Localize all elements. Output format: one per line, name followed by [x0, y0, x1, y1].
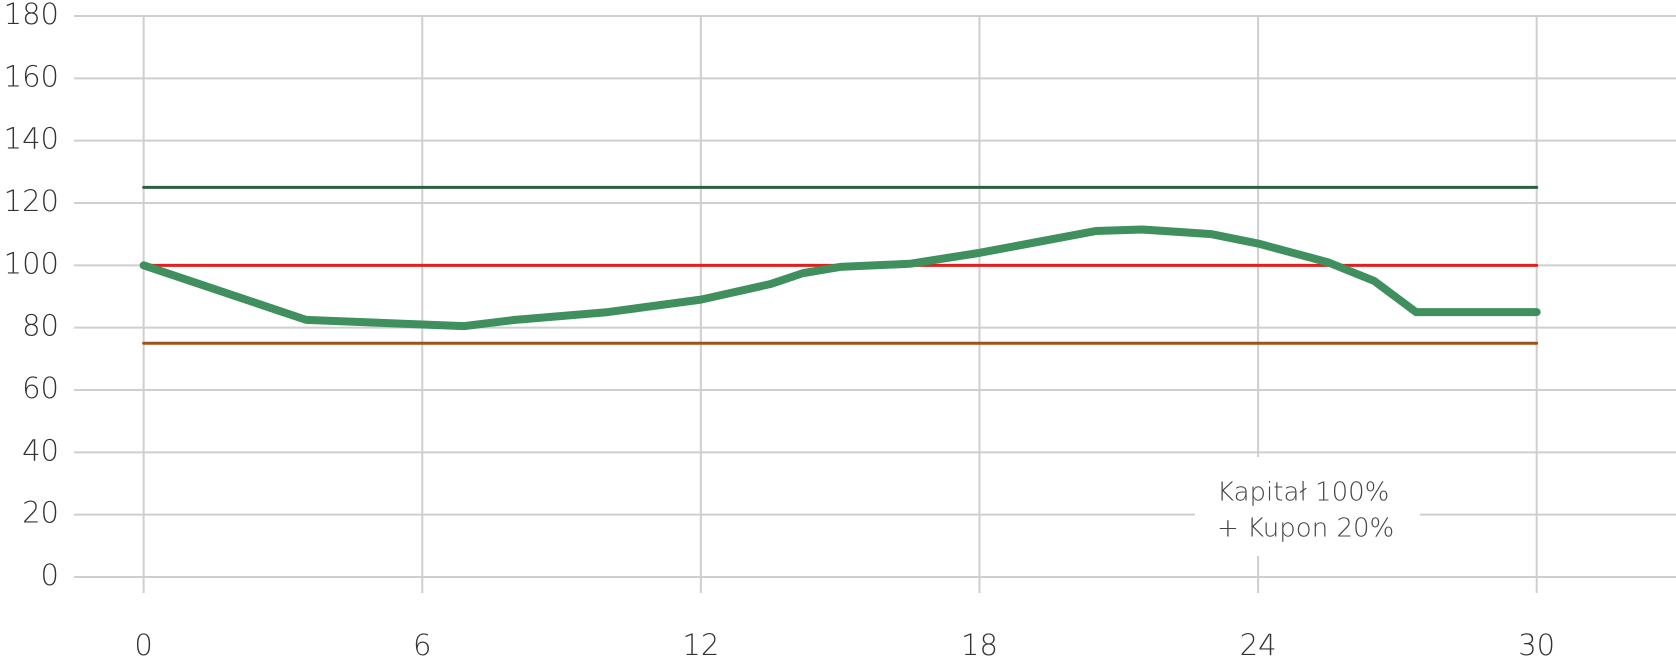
y-tick-label: 180: [4, 0, 59, 31]
x-tick-label: 12: [682, 628, 719, 659]
x-tick-label: 24: [1240, 628, 1277, 659]
x-tick-label: 30: [1518, 628, 1555, 659]
y-tick-label: 100: [4, 246, 59, 280]
x-tick-label: 6: [413, 628, 431, 659]
y-tick-label: 160: [4, 59, 59, 93]
y-tick-label: 80: [22, 309, 59, 343]
x-tick-label: 18: [961, 628, 998, 659]
y-tick-label: 60: [22, 371, 59, 405]
y-tick-label: 40: [22, 433, 59, 467]
x-tick-label: 0: [134, 628, 152, 659]
y-tick-label: 0: [41, 558, 59, 592]
annotation: Kapitał 100%: [1217, 478, 1389, 508]
annotation: + Kupon 20%: [1217, 514, 1394, 544]
y-tick-label: 20: [22, 496, 59, 530]
annotation-box: [1195, 457, 1420, 556]
y-tick-label: 140: [4, 122, 59, 156]
y-tick-label: 120: [4, 184, 59, 218]
series-line: [139, 225, 1541, 331]
